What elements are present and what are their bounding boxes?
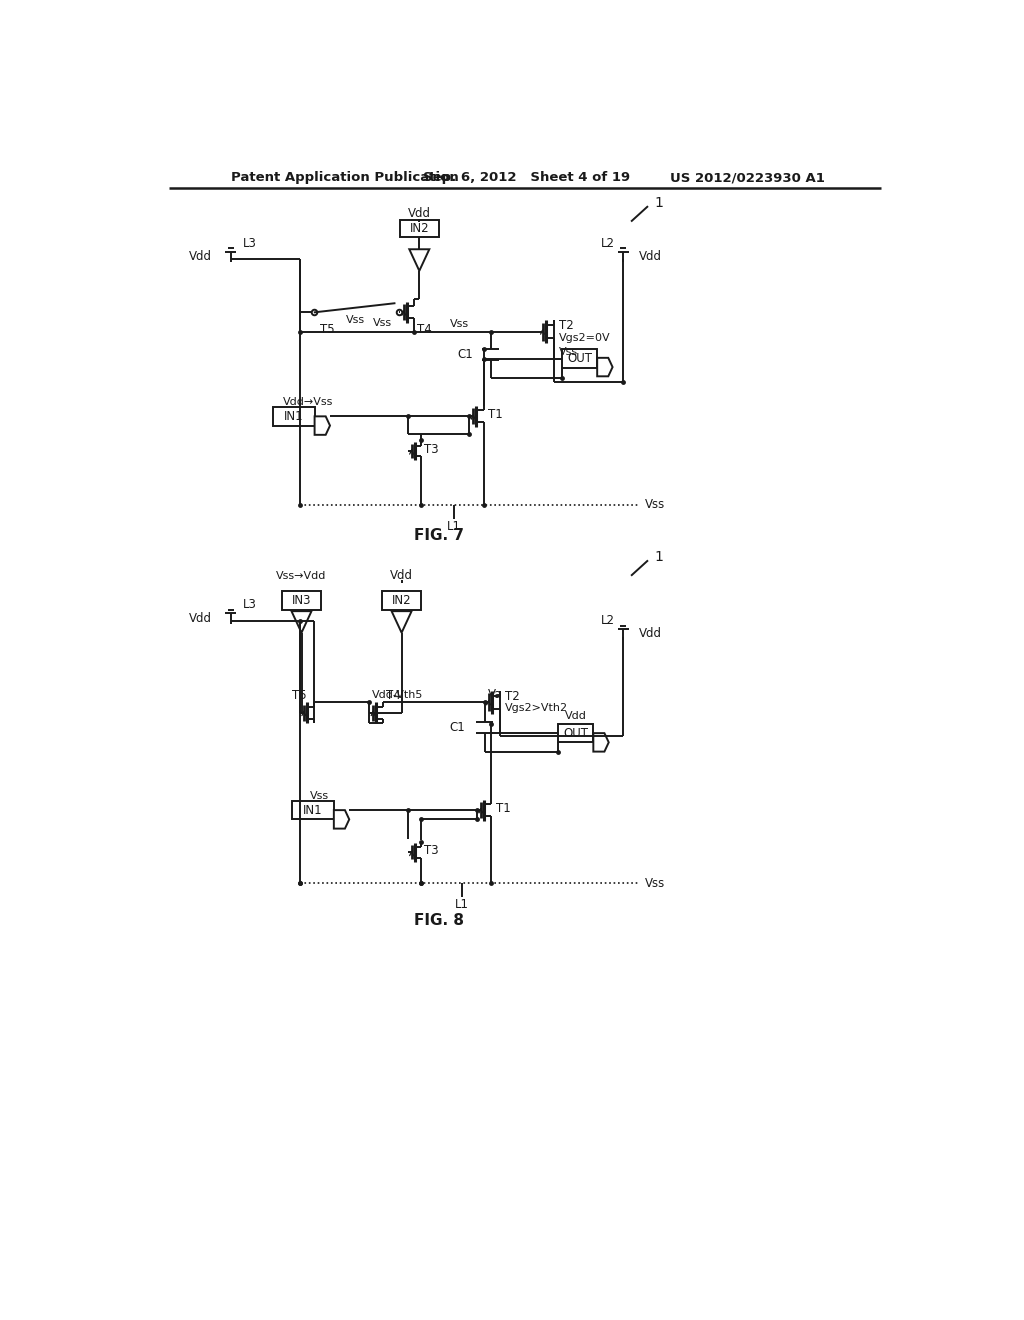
Text: T1: T1 xyxy=(488,408,503,421)
Text: Vgs2>Vth2: Vgs2>Vth2 xyxy=(505,704,567,714)
Text: Vdd: Vdd xyxy=(188,249,211,263)
Text: L1: L1 xyxy=(446,520,461,533)
Text: IN1: IN1 xyxy=(303,804,323,817)
Text: Vss: Vss xyxy=(373,318,392,329)
Text: T1: T1 xyxy=(496,803,511,814)
Text: Patent Application Publication: Patent Application Publication xyxy=(230,172,459,185)
Polygon shape xyxy=(292,611,311,632)
Text: IN1: IN1 xyxy=(284,409,303,422)
Text: Vgs2=0V: Vgs2=0V xyxy=(558,333,610,343)
Text: Vss: Vss xyxy=(558,347,578,356)
Text: IN2: IN2 xyxy=(410,222,429,235)
Bar xyxy=(558,723,593,742)
Text: Vdd: Vdd xyxy=(188,611,211,624)
Text: Vdd-Vth5: Vdd-Vth5 xyxy=(373,689,424,700)
Text: C1: C1 xyxy=(458,348,473,362)
Text: T2: T2 xyxy=(558,319,573,333)
Polygon shape xyxy=(593,733,608,751)
Text: OUT: OUT xyxy=(567,352,592,366)
Text: Sep. 6, 2012   Sheet 4 of 19: Sep. 6, 2012 Sheet 4 of 19 xyxy=(423,172,631,185)
Text: 1: 1 xyxy=(654,550,663,564)
Text: T4: T4 xyxy=(417,323,431,335)
Bar xyxy=(283,591,321,610)
Text: Vss: Vss xyxy=(645,876,666,890)
Text: Vdd: Vdd xyxy=(564,711,587,721)
Text: Vdd: Vdd xyxy=(390,569,413,582)
Text: T3: T3 xyxy=(424,444,439,455)
Text: Vdd: Vdd xyxy=(408,207,431,220)
Text: IN2: IN2 xyxy=(392,594,412,607)
Text: FIG. 7: FIG. 7 xyxy=(414,528,464,544)
Text: L1: L1 xyxy=(455,899,469,911)
Text: L3: L3 xyxy=(243,236,257,249)
Text: C1: C1 xyxy=(450,721,466,734)
Text: T2: T2 xyxy=(505,689,519,702)
Polygon shape xyxy=(334,810,349,829)
Bar xyxy=(400,220,438,238)
Text: US 2012/0223930 A1: US 2012/0223930 A1 xyxy=(670,172,824,185)
Polygon shape xyxy=(314,416,330,434)
Text: L3: L3 xyxy=(243,598,257,611)
Text: Vdd: Vdd xyxy=(639,249,662,263)
Bar xyxy=(562,350,597,368)
Text: Vss: Vss xyxy=(451,319,469,329)
Text: Vss: Vss xyxy=(309,791,329,801)
Bar xyxy=(273,407,314,425)
Polygon shape xyxy=(391,611,412,632)
Polygon shape xyxy=(410,249,429,271)
Text: Vss→Vdd: Vss→Vdd xyxy=(276,570,327,581)
Text: L2: L2 xyxy=(601,236,615,249)
Text: OUT: OUT xyxy=(563,726,588,739)
Text: FIG. 8: FIG. 8 xyxy=(414,912,464,928)
Bar xyxy=(382,591,421,610)
Text: 1: 1 xyxy=(654,197,663,210)
Text: T5: T5 xyxy=(292,689,307,702)
Text: L2: L2 xyxy=(601,614,615,627)
Text: T5: T5 xyxy=(319,323,334,335)
Text: Vss: Vss xyxy=(645,499,666,511)
Text: Va: Va xyxy=(487,688,502,701)
Bar xyxy=(292,801,334,820)
Text: Vdd→Vss: Vdd→Vss xyxy=(283,397,333,408)
Polygon shape xyxy=(597,358,612,376)
Text: IN3: IN3 xyxy=(292,594,311,607)
Text: T4: T4 xyxy=(386,689,400,702)
Text: Vdd: Vdd xyxy=(639,627,662,640)
Text: Vss: Vss xyxy=(346,315,366,325)
Text: T3: T3 xyxy=(424,845,439,858)
